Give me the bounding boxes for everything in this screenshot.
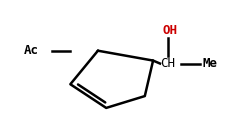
Text: CH: CH — [159, 57, 174, 70]
Text: Me: Me — [202, 57, 217, 70]
Text: Ac: Ac — [24, 44, 39, 57]
Text: OH: OH — [162, 24, 177, 37]
